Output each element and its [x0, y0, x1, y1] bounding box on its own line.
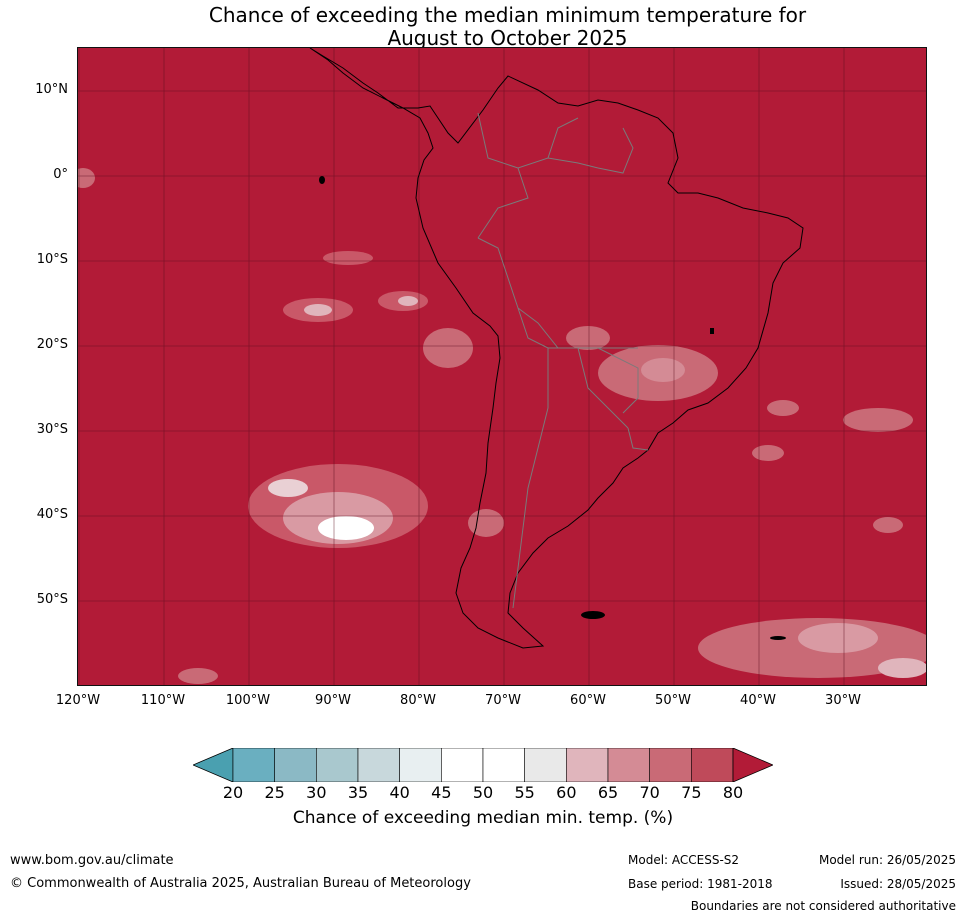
- patch-southern-ocean-inner: [798, 623, 878, 653]
- lat-label-10n: 10°N: [35, 82, 68, 97]
- colorbar-tick-label: 50: [472, 783, 494, 802]
- colorbar-tick-label: 65: [597, 783, 619, 802]
- lon-label-110w: 110°W: [140, 693, 186, 708]
- colorbar-segment: [316, 748, 359, 782]
- footer-disclaimer: Boundaries are not considered authoritat…: [690, 899, 956, 913]
- lat-label-40s: 40°S: [36, 507, 68, 522]
- patch-southern-ocean-east: [878, 658, 926, 678]
- colorbar-segment: [691, 748, 734, 782]
- lon-label-40w: 40°W: [740, 693, 776, 708]
- lon-label-80w: 80°W: [400, 693, 436, 708]
- map-title: Chance of exceeding the median minimum t…: [0, 4, 965, 50]
- footer-issued: Issued: 28/05/2025: [840, 877, 956, 891]
- patch-south-atlantic-d: [873, 517, 903, 533]
- colorbar-tick-label: 60: [556, 783, 577, 802]
- patch-west-edge: [78, 168, 95, 188]
- patch-south-atlantic-a: [767, 400, 799, 416]
- lon-label-90w: 90°W: [315, 693, 351, 708]
- colorbar-tick-label: 35: [347, 783, 369, 802]
- colorbar-tick-label: 80: [722, 783, 744, 802]
- colorbar-tick-label: 75: [681, 783, 702, 802]
- patch-patagonia-coast: [468, 509, 504, 537]
- colorbar-segment: [566, 748, 609, 782]
- lat-label-0: 0°: [53, 167, 68, 182]
- title-line-2: August to October 2025: [387, 26, 628, 50]
- colorbar-segment: [357, 748, 400, 782]
- islands: [319, 176, 786, 640]
- lon-label-60w: 60°W: [570, 693, 606, 708]
- patch-south-atlantic-b: [752, 445, 784, 461]
- patch-west-pacific: [268, 479, 308, 497]
- patch-southwest-corner: [178, 668, 218, 684]
- galapagos-islands: [319, 176, 325, 184]
- graticule: [78, 48, 926, 685]
- footer-model: Model: ACCESS-S2: [628, 853, 740, 867]
- south-georgia: [770, 636, 786, 640]
- colorbar-segment: [232, 748, 275, 782]
- atlantic-island: [710, 328, 714, 334]
- lat-label-50s: 50°S: [36, 592, 68, 607]
- patch-southern-brazil-inner: [641, 358, 685, 382]
- lat-label-30s: 30°S: [36, 422, 68, 437]
- patch-southeast-pacific-core: [318, 516, 374, 540]
- forecast-map: [77, 47, 927, 686]
- colorbar-segment: [524, 748, 567, 782]
- patch-south-atlantic-c: [843, 408, 913, 432]
- colorbar-segment: [607, 748, 650, 782]
- falkland-islands: [581, 611, 605, 619]
- lon-label-70w: 70°W: [485, 693, 521, 708]
- lat-label-10s: 10°S: [36, 252, 68, 267]
- colorbar-tick-label: 70: [639, 783, 660, 802]
- colorbar-tick-label: 45: [431, 783, 452, 802]
- colorbar-segment: [482, 748, 525, 782]
- colorbar-label: Chance of exceeding median min. temp. (%…: [292, 808, 674, 828]
- colorbar-tick-label: 30: [306, 783, 327, 802]
- colorbar-tick-label: 20: [222, 783, 244, 802]
- lon-label-50w: 50°W: [655, 693, 691, 708]
- probability-patches: [78, 168, 926, 684]
- colorbar-tick-label: 25: [264, 783, 285, 802]
- colorbar-extension-low: [193, 748, 234, 782]
- footer-url: www.bom.gov.au/climate: [10, 853, 174, 868]
- patch-paraguay: [566, 326, 610, 350]
- south-america-coastline: [309, 48, 804, 649]
- colorbar-extension-high: [732, 748, 773, 782]
- colorbar-segment: [649, 748, 692, 782]
- lon-label-30w: 30°W: [825, 693, 861, 708]
- country-boundaries: [477, 112, 649, 609]
- colorbar-segment: [399, 748, 442, 782]
- footer-copyright: © Commonwealth of Australia 2025, Austra…: [10, 876, 471, 891]
- colorbar-segment: [441, 748, 484, 782]
- colorbar: [193, 748, 773, 782]
- probability-field: [78, 48, 926, 685]
- patch-chile-offshore: [423, 328, 473, 368]
- colorbar-segment: [274, 748, 317, 782]
- footer-model-run: Model run: 26/05/2025: [818, 853, 956, 867]
- lon-label-100w: 100°W: [225, 693, 271, 708]
- footer-base-period: Base period: 1981-2018: [628, 877, 773, 891]
- patch-peru-offshore-inner: [398, 296, 418, 306]
- title-line-1: Chance of exceeding the median minimum t…: [208, 3, 807, 27]
- lon-label-120w: 120°W: [55, 693, 101, 708]
- map-svg: [78, 48, 926, 685]
- patch-galapagos-south: [323, 251, 373, 265]
- lat-label-20s: 20°S: [36, 337, 68, 352]
- colorbar-tick-label: 55: [514, 783, 535, 802]
- colorbar-tick-label: 40: [389, 783, 410, 802]
- patch-equatorial-pacific-inner: [304, 304, 332, 316]
